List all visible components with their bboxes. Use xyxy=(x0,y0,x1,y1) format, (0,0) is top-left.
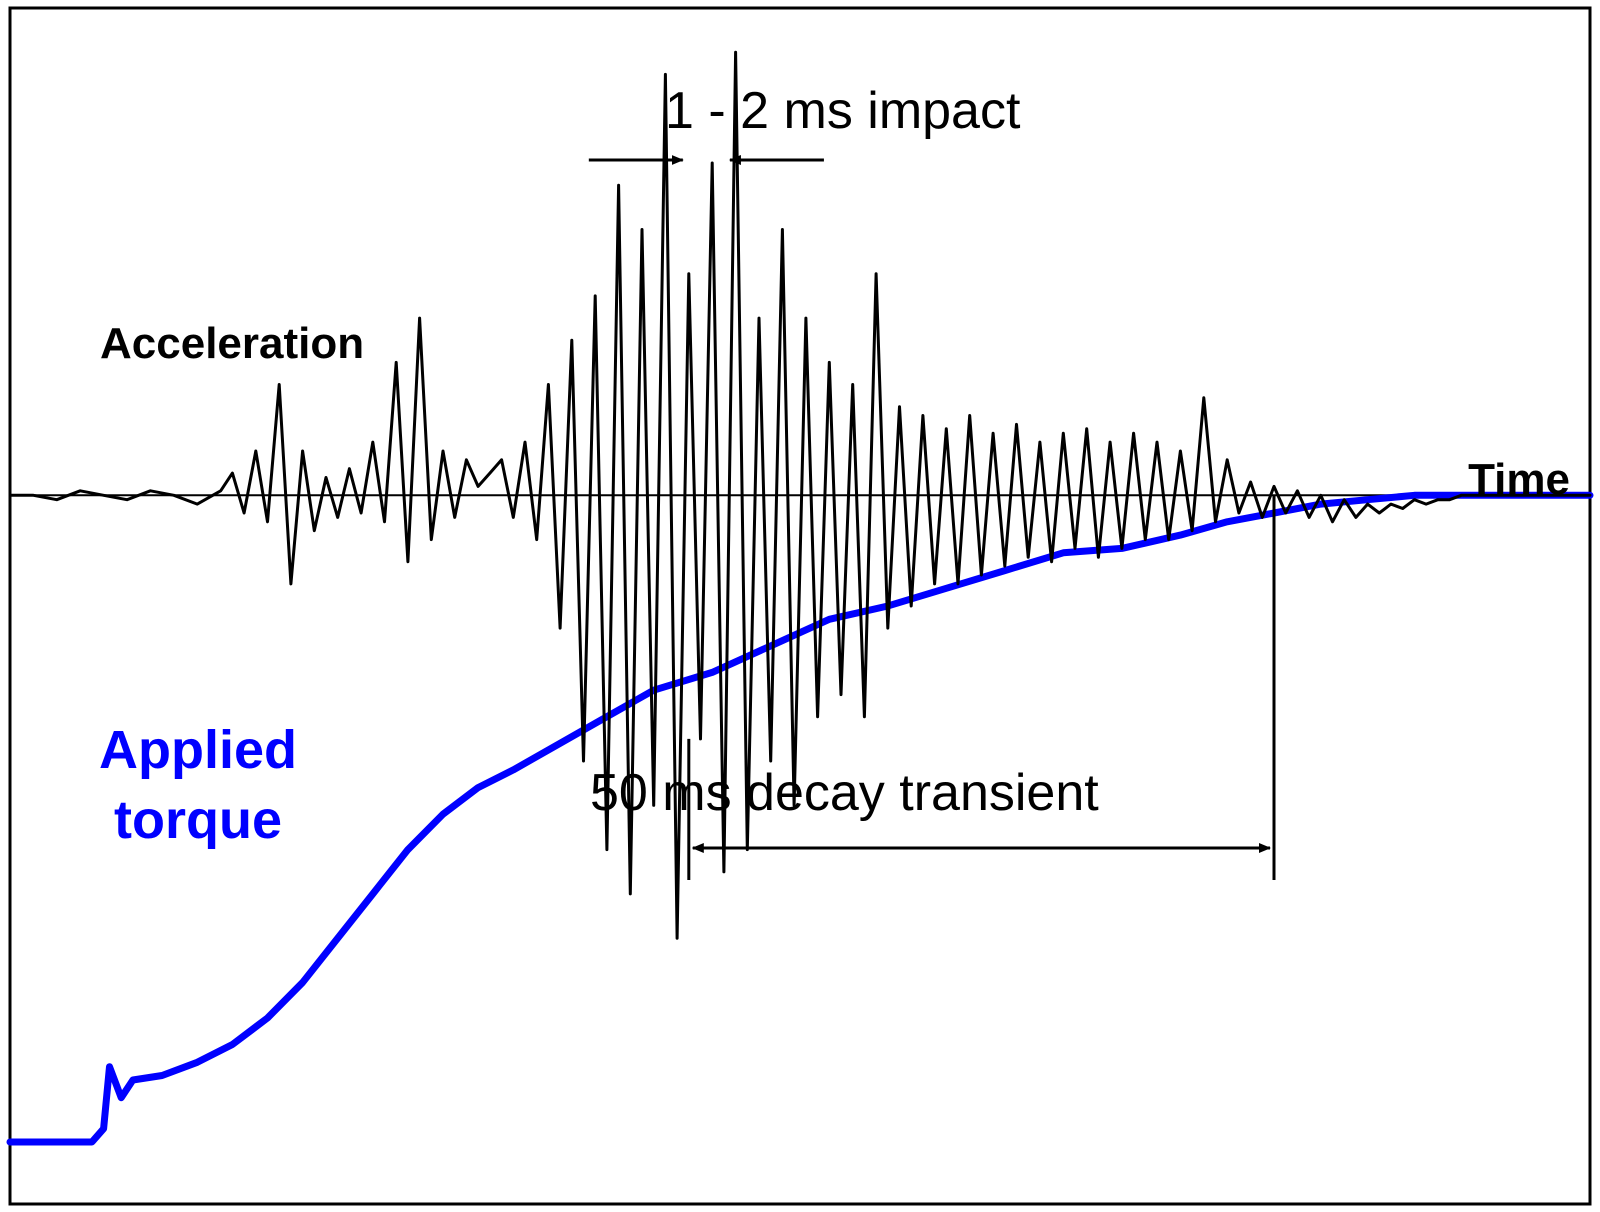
time-axis-label: Time xyxy=(1468,455,1570,504)
impact-annotation-label: 1 - 2 ms impact xyxy=(665,82,1021,140)
annotation-layer xyxy=(588,155,1276,880)
torque-label-line1: Applied xyxy=(99,720,297,780)
decay-annotation-label: 50 ms decay transient xyxy=(590,764,1099,822)
acceleration-label: Acceleration xyxy=(100,319,364,368)
torque-label-line2: torque xyxy=(114,790,282,850)
text-layer: Acceleration Time Applied torque 1 - 2 m… xyxy=(99,82,1570,850)
acceleration-line xyxy=(8,50,1592,940)
